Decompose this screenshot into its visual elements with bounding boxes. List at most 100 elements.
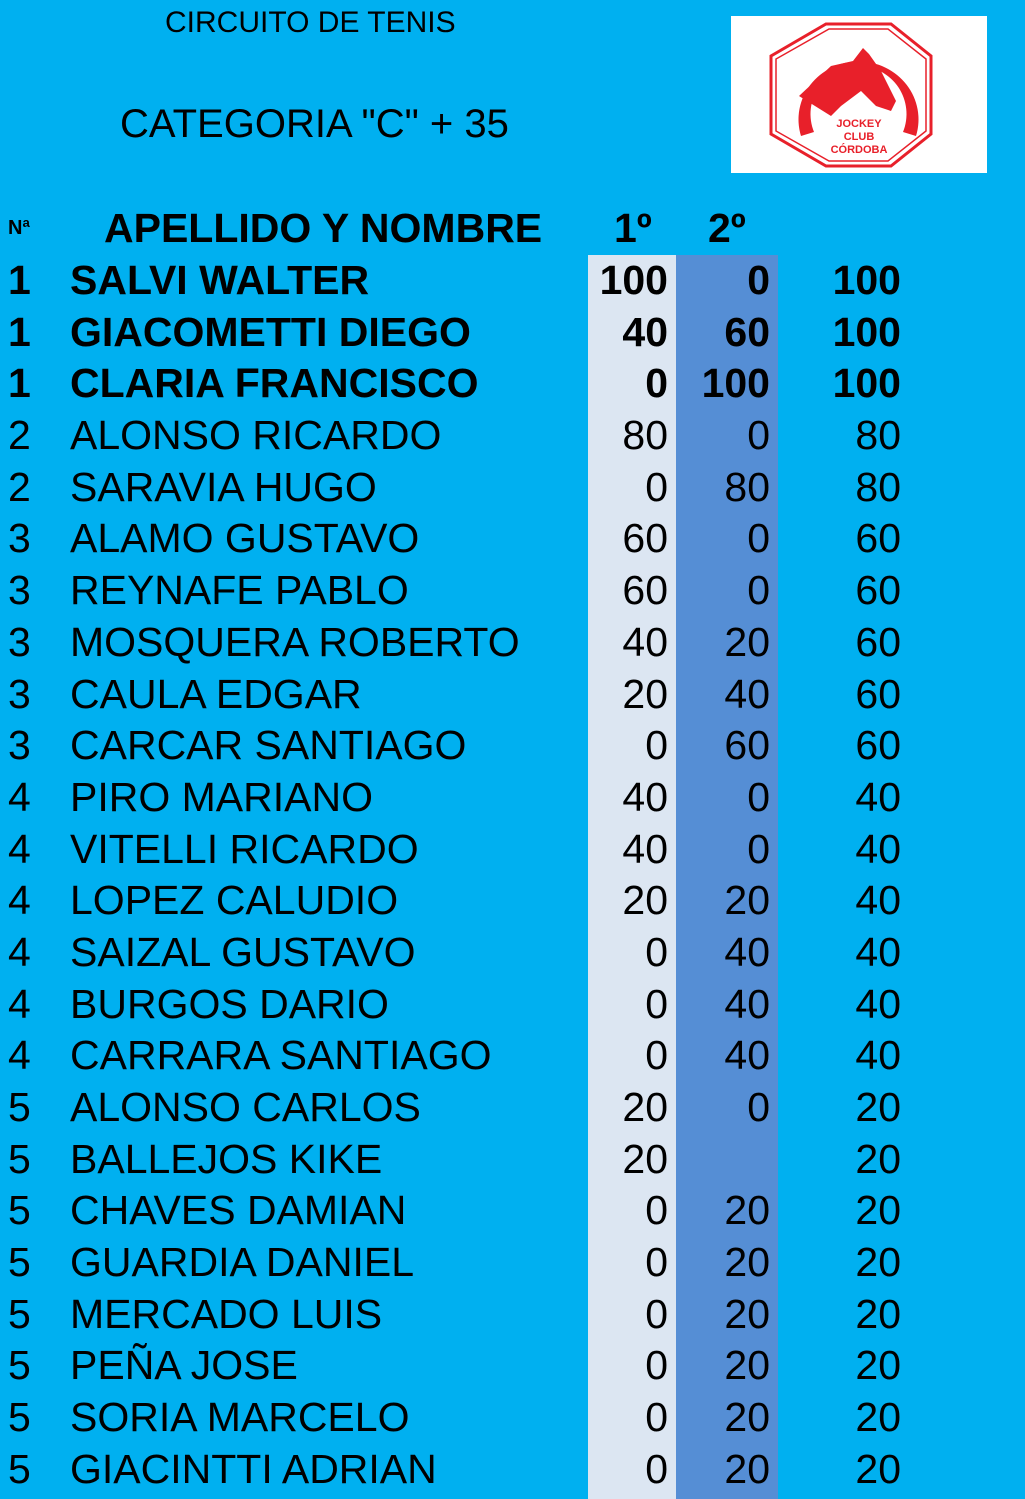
rank-cell: 4 bbox=[8, 928, 31, 975]
first-score-cell: 0 bbox=[645, 1290, 668, 1337]
second-score-cell: 0 bbox=[747, 773, 770, 820]
first-score-cell: 0 bbox=[645, 360, 668, 407]
second-score-cell: 0 bbox=[747, 515, 770, 562]
first-score-cell: 20 bbox=[622, 1084, 668, 1130]
name-cell: SORIA MARCELO bbox=[70, 1394, 410, 1441]
table-row: 4 CARRARA SANTIAGO 0 40 40 bbox=[0, 1030, 1025, 1082]
table-row: 3 CARCAR SANTIAGO 0 60 60 bbox=[0, 720, 1025, 772]
table-row: 3 CAULA EDGAR 20 40 60 bbox=[0, 669, 1025, 721]
first-score-cell: 100 bbox=[599, 257, 668, 303]
second-score-cell: 20 bbox=[724, 1342, 770, 1389]
name-cell: BURGOS DARIO bbox=[70, 980, 389, 1027]
first-score-cell: 0 bbox=[645, 928, 668, 975]
second-score-cell: 40 bbox=[724, 980, 770, 1027]
total-cell: 40 bbox=[855, 1032, 901, 1079]
second-score-cell: 20 bbox=[724, 1239, 770, 1286]
first-score-cell: 40 bbox=[622, 773, 668, 820]
table-row: 5 CHAVES DAMIAN 0 20 20 bbox=[0, 1185, 1025, 1237]
first-score-cell: 60 bbox=[622, 567, 668, 614]
total-cell: 100 bbox=[832, 308, 901, 355]
second-score-cell: 20 bbox=[724, 1187, 770, 1234]
total-cell: 40 bbox=[855, 877, 901, 924]
first-score-cell: 0 bbox=[645, 1342, 668, 1389]
total-cell: 20 bbox=[855, 1394, 901, 1441]
total-cell: 20 bbox=[855, 1445, 901, 1492]
table-row: 2 SARAVIA HUGO 0 80 80 bbox=[0, 462, 1025, 514]
table-row: 3 ALAMO GUSTAVO 60 0 60 bbox=[0, 513, 1025, 565]
rank-cell: 3 bbox=[8, 567, 31, 614]
name-cell: SALVI WALTER bbox=[70, 257, 370, 303]
second-score-cell: 20 bbox=[724, 1445, 770, 1492]
rank-cell: 4 bbox=[8, 877, 31, 924]
name-cell: PIRO MARIANO bbox=[70, 773, 373, 820]
second-score-cell: 40 bbox=[724, 670, 770, 717]
second-score-cell: 20 bbox=[724, 877, 770, 924]
total-cell: 60 bbox=[855, 722, 901, 769]
total-cell: 60 bbox=[855, 670, 901, 717]
total-cell: 20 bbox=[855, 1342, 901, 1389]
rank-cell: 5 bbox=[8, 1394, 31, 1441]
first-score-cell: 0 bbox=[645, 1187, 668, 1234]
name-cell: GUARDIA DANIEL bbox=[70, 1239, 415, 1286]
second-score-cell: 20 bbox=[724, 1290, 770, 1337]
first-score-cell: 40 bbox=[622, 308, 668, 355]
first-score-cell: 0 bbox=[645, 1394, 668, 1441]
second-score-cell: 20 bbox=[724, 1394, 770, 1441]
rank-cell: 3 bbox=[8, 722, 31, 769]
first-score-cell: 40 bbox=[622, 618, 668, 665]
table-row: 3 MOSQUERA ROBERTO 40 20 60 bbox=[0, 617, 1025, 669]
second-score-cell: 80 bbox=[724, 463, 770, 510]
total-cell: 100 bbox=[832, 360, 901, 407]
second-score-cell: 0 bbox=[747, 412, 770, 459]
total-cell: 100 bbox=[832, 257, 901, 303]
total-cell: 80 bbox=[855, 412, 901, 459]
header-second: 2º bbox=[708, 205, 746, 251]
table-row: 4 BURGOS DARIO 0 40 40 bbox=[0, 979, 1025, 1031]
name-cell: CARCAR SANTIAGO bbox=[70, 722, 467, 769]
first-column-background bbox=[588, 255, 676, 1499]
first-score-cell: 0 bbox=[645, 1239, 668, 1286]
table-row: 5 PEÑA JOSE 0 20 20 bbox=[0, 1340, 1025, 1392]
second-score-cell: 40 bbox=[724, 1032, 770, 1079]
second-score-cell: 20 bbox=[724, 618, 770, 665]
name-cell: SARAVIA HUGO bbox=[70, 463, 377, 510]
total-cell: 40 bbox=[855, 825, 901, 872]
rank-cell: 2 bbox=[8, 412, 31, 459]
total-cell: 40 bbox=[855, 928, 901, 975]
table-row: 4 VITELLI RICARDO 40 0 40 bbox=[0, 824, 1025, 876]
first-score-cell: 20 bbox=[622, 877, 668, 924]
first-score-cell: 20 bbox=[622, 670, 668, 717]
category-title: CATEGORIA "C" + 35 bbox=[120, 102, 509, 146]
header-name: APELLIDO Y NOMBRE bbox=[104, 205, 543, 251]
rank-cell: 3 bbox=[8, 618, 31, 665]
first-score-cell: 60 bbox=[622, 515, 668, 562]
name-cell: CLARIA FRANCISCO bbox=[70, 360, 479, 407]
name-cell: REYNAFE PABLO bbox=[70, 567, 409, 614]
table-row: 5 SORIA MARCELO 0 20 20 bbox=[0, 1392, 1025, 1444]
rank-cell: 5 bbox=[8, 1187, 31, 1234]
rank-cell: 4 bbox=[8, 825, 31, 872]
first-score-cell: 0 bbox=[645, 1445, 668, 1492]
table-row: 4 PIRO MARIANO 40 0 40 bbox=[0, 772, 1025, 824]
name-cell: ALAMO GUSTAVO bbox=[70, 515, 420, 562]
total-cell: 60 bbox=[855, 567, 901, 614]
table-row: 5 MERCADO LUIS 0 20 20 bbox=[0, 1289, 1025, 1341]
name-cell: VITELLI RICARDO bbox=[70, 825, 419, 872]
name-cell: ALONSO RICARDO bbox=[70, 412, 442, 459]
name-cell: PEÑA JOSE bbox=[70, 1342, 298, 1389]
total-cell: 20 bbox=[855, 1290, 901, 1337]
rank-cell: 1 bbox=[8, 360, 31, 407]
first-score-cell: 0 bbox=[645, 722, 668, 769]
table-row: 5 ALONSO CARLOS 20 0 20 bbox=[0, 1082, 1025, 1134]
second-column-background bbox=[676, 255, 778, 1499]
first-score-cell: 0 bbox=[645, 1032, 668, 1079]
name-cell: MERCADO LUIS bbox=[70, 1290, 383, 1337]
total-cell: 60 bbox=[855, 515, 901, 562]
svg-text:JOCKEY: JOCKEY bbox=[836, 118, 882, 130]
first-score-cell: 40 bbox=[622, 825, 668, 872]
header-first: 1º bbox=[614, 205, 652, 251]
name-cell: SAIZAL GUSTAVO bbox=[70, 928, 416, 975]
total-cell: 40 bbox=[855, 773, 901, 820]
second-score-cell: 0 bbox=[747, 825, 770, 872]
total-cell: 20 bbox=[855, 1135, 901, 1182]
